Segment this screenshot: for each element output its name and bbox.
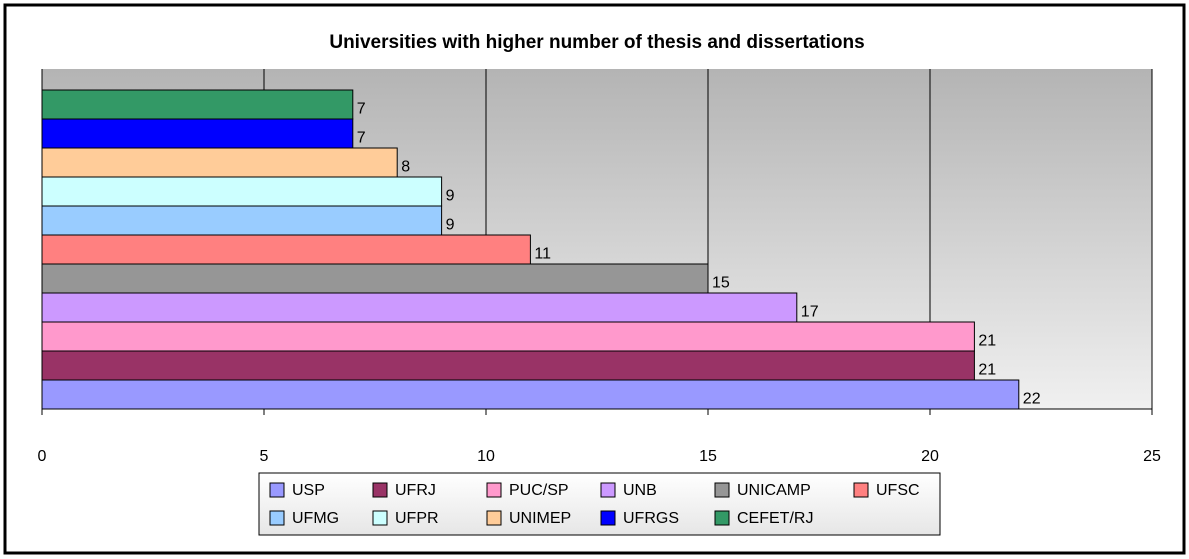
- x-tick-label: 15: [699, 448, 717, 465]
- legend-label: UFSC: [876, 482, 920, 499]
- value-label: 8: [401, 159, 410, 176]
- value-label: 9: [446, 188, 455, 205]
- value-label: 7: [357, 130, 366, 147]
- value-label: 21: [978, 362, 996, 379]
- value-label: 15: [712, 275, 730, 292]
- bar: [41, 176, 443, 207]
- legend-swatch: [269, 510, 285, 526]
- bar: [41, 205, 443, 236]
- chart-title: Universities with higher number of thesi…: [329, 32, 864, 53]
- legend-label: UNIMEP: [509, 510, 571, 527]
- legend-label: USP: [292, 482, 325, 499]
- legend-swatch: [600, 510, 616, 526]
- value-label: 11: [534, 246, 551, 263]
- legend-label: UNICAMP: [737, 482, 811, 499]
- legend-swatch: [714, 482, 730, 498]
- x-tick-label: 20: [921, 448, 939, 465]
- legend-swatch: [853, 482, 869, 498]
- bar: [41, 234, 531, 265]
- legend-label: UFRGS: [623, 510, 679, 527]
- bar: [41, 147, 398, 178]
- legend-label: CEFET/RJ: [737, 510, 813, 527]
- value-label: 7: [357, 101, 366, 118]
- value-label: 17: [801, 304, 819, 321]
- bar: [41, 118, 354, 149]
- legend-label: UNB: [623, 482, 657, 499]
- legend-label: UFMG: [292, 510, 339, 527]
- legend-swatch: [486, 482, 502, 498]
- legend-swatch: [600, 482, 616, 498]
- bar: [41, 89, 354, 120]
- legend-label: PUC/SP: [509, 482, 569, 499]
- x-tick-label: 10: [477, 448, 495, 465]
- value-label: 9: [446, 217, 455, 234]
- value-label: 21: [978, 333, 996, 350]
- legend-swatch: [372, 510, 388, 526]
- legend-box: [258, 472, 941, 536]
- legend-swatch: [269, 482, 285, 498]
- legend-swatch: [714, 510, 730, 526]
- x-tick-label: 0: [38, 448, 47, 465]
- x-tick-label: 25: [1143, 448, 1161, 465]
- legend-label: UFRJ: [395, 482, 436, 499]
- bar: [41, 321, 975, 352]
- bar: [41, 379, 1020, 410]
- bar: [41, 292, 798, 323]
- legend-swatch: [486, 510, 502, 526]
- bar: [41, 350, 975, 381]
- x-tick-label: 5: [260, 448, 269, 465]
- legend-label: UFPR: [395, 510, 439, 527]
- value-label: 22: [1023, 391, 1041, 408]
- bar: [41, 263, 709, 294]
- legend-swatch: [372, 482, 388, 498]
